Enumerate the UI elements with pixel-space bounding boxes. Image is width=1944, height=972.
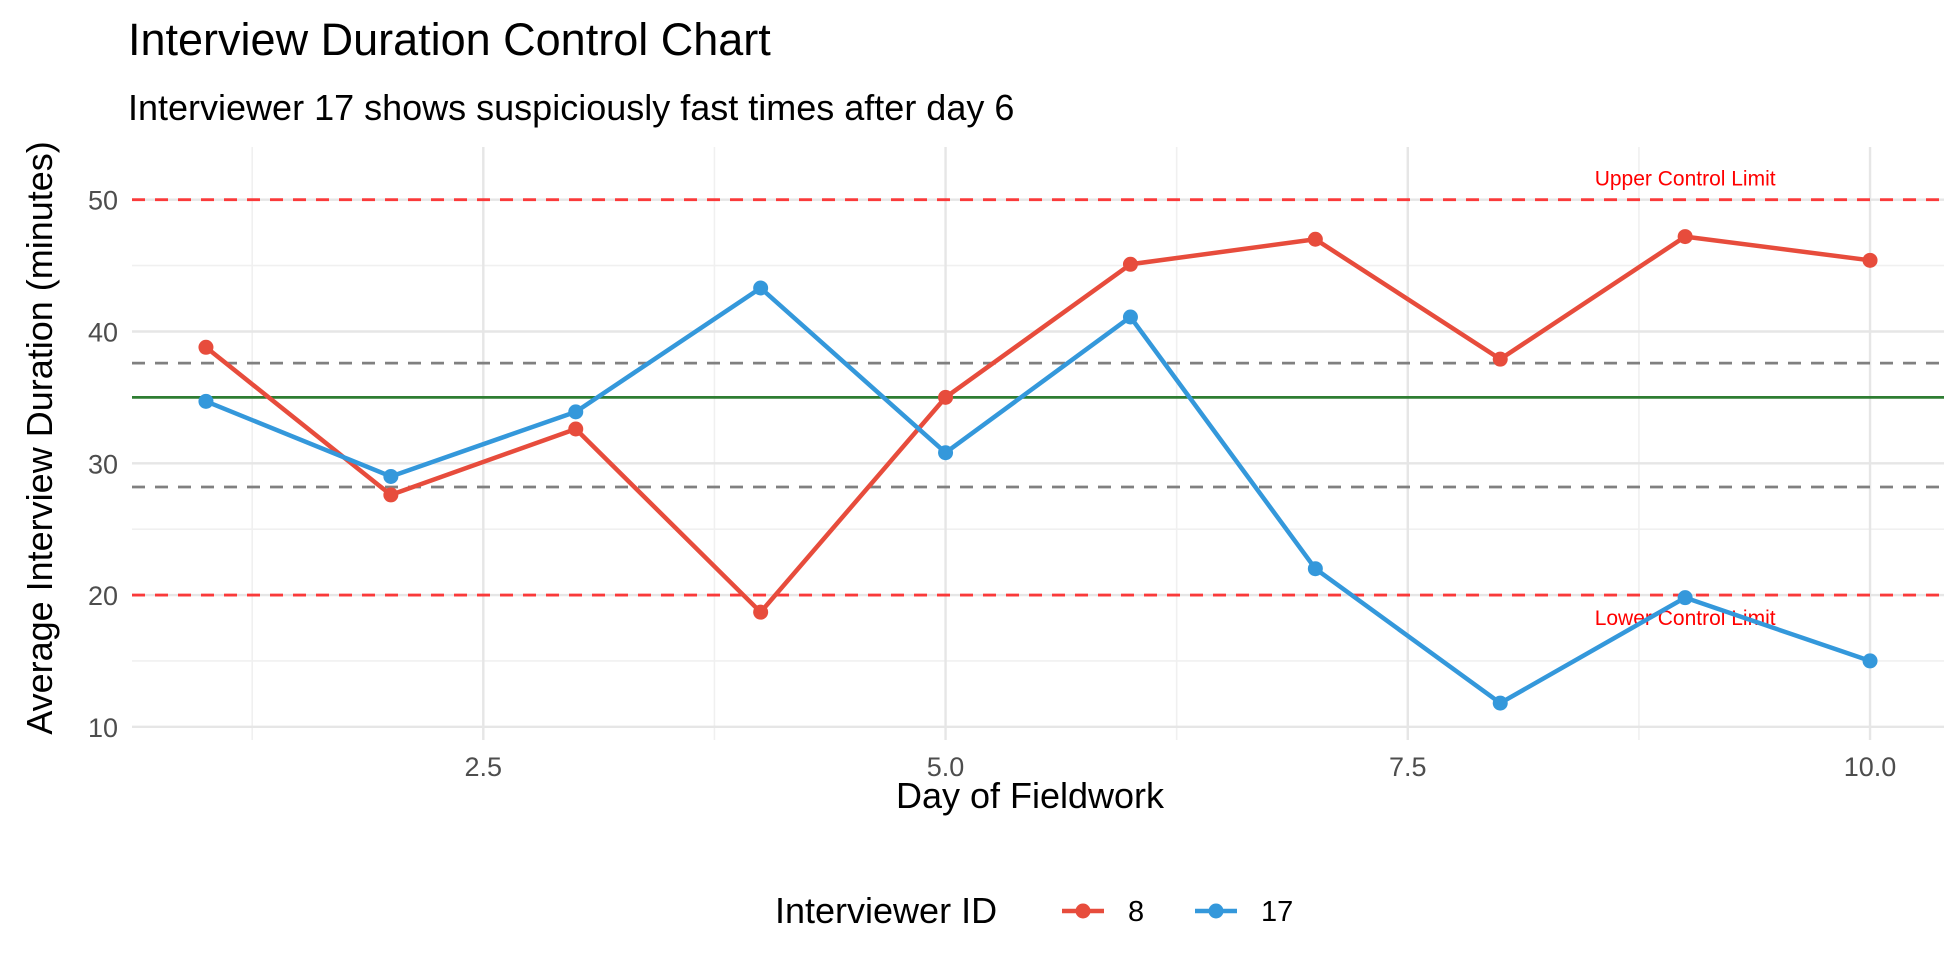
data-point-17 (1308, 561, 1323, 576)
data-point-8 (1678, 229, 1693, 244)
legend: Interviewer ID 8 17 (775, 890, 1293, 931)
chart-title: Interview Duration Control Chart (128, 14, 771, 65)
data-point-8 (568, 422, 583, 437)
chart-subtitle: Interviewer 17 shows suspiciously fast t… (128, 87, 1014, 128)
x-tick-label: 10.0 (1844, 752, 1897, 782)
data-point-8 (383, 487, 398, 502)
data-point-17 (1678, 590, 1693, 605)
data-point-8 (1308, 232, 1323, 247)
data-point-8 (1123, 257, 1138, 272)
y-tick-label: 30 (88, 449, 118, 479)
y-tick-label: 40 (88, 317, 118, 347)
minor-grid (132, 147, 1944, 740)
legend-key-point-17 (1209, 904, 1224, 919)
data-point-8 (1863, 253, 1878, 268)
y-axis-title: Average Interview Duration (minutes) (19, 141, 60, 735)
data-point-17 (938, 445, 953, 460)
upper-limit-label: Upper Control Limit (1595, 168, 1776, 191)
data-point-17 (1493, 696, 1508, 711)
legend-key-point-8 (1076, 904, 1091, 919)
x-tick-label: 2.5 (465, 752, 503, 782)
y-tick-label: 20 (88, 581, 118, 611)
y-tick-label: 10 (88, 713, 118, 743)
data-point-8 (198, 340, 213, 355)
series-line-17 (206, 288, 1870, 703)
y-tick-label: 50 (88, 186, 118, 216)
data-point-8 (1493, 352, 1508, 367)
x-axis-title: Day of Fieldwork (896, 775, 1165, 816)
data-point-17 (198, 394, 213, 409)
data-point-8 (938, 390, 953, 405)
series-line-8 (206, 237, 1870, 613)
data-point-17 (1863, 653, 1878, 668)
legend-entries: 8 17 (1062, 896, 1293, 928)
data-point-17 (383, 469, 398, 484)
major-grid (132, 147, 1944, 740)
legend-label-8: 8 (1128, 896, 1144, 928)
series-layer (198, 229, 1877, 710)
legend-label-17: 17 (1261, 896, 1293, 928)
data-point-17 (753, 281, 768, 296)
legend-title: Interviewer ID (775, 890, 997, 931)
x-tick-label: 7.5 (1389, 752, 1427, 782)
data-point-17 (1123, 309, 1138, 324)
data-point-17 (568, 404, 583, 419)
data-point-8 (753, 605, 768, 620)
